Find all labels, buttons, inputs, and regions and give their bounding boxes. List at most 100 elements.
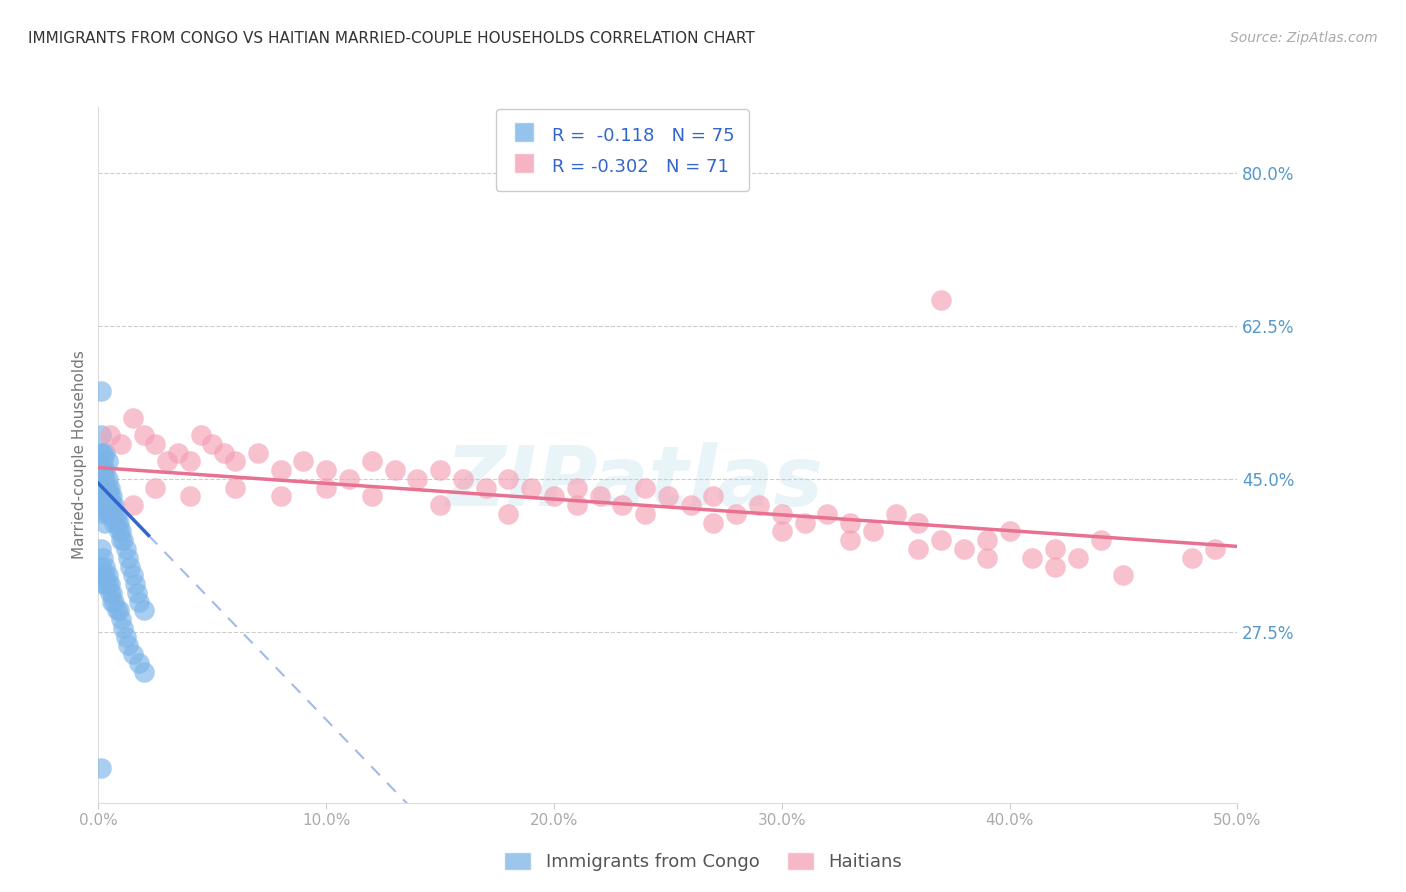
Point — [108, 603, 131, 617]
Point — [190, 428, 212, 442]
Point — [90, 559, 112, 574]
Point — [815, 507, 838, 521]
Point — [1112, 568, 1135, 582]
Point — [976, 533, 998, 548]
Point — [101, 594, 124, 608]
Point — [121, 410, 143, 425]
Point — [201, 437, 224, 451]
Point — [145, 437, 167, 451]
Legend: Immigrants from Congo, Haitians: Immigrants from Congo, Haitians — [496, 845, 910, 879]
Point — [929, 533, 952, 548]
Point — [101, 498, 124, 512]
Point — [112, 621, 135, 635]
Point — [94, 498, 117, 512]
Point — [121, 568, 143, 582]
Point — [702, 490, 724, 504]
Point — [121, 498, 143, 512]
Point — [360, 454, 382, 468]
Point — [270, 490, 292, 504]
Point — [167, 446, 190, 460]
Point — [224, 454, 246, 468]
Point — [94, 481, 117, 495]
Point — [998, 524, 1021, 539]
Point — [96, 481, 118, 495]
Point — [1043, 559, 1066, 574]
Point — [103, 507, 125, 521]
Text: IMMIGRANTS FROM CONGO VS HAITIAN MARRIED-COUPLE HOUSEHOLDS CORRELATION CHART: IMMIGRANTS FROM CONGO VS HAITIAN MARRIED… — [28, 31, 755, 46]
Point — [90, 463, 112, 477]
Point — [94, 568, 117, 582]
Point — [124, 577, 146, 591]
Point — [91, 490, 114, 504]
Point — [90, 384, 112, 399]
Point — [94, 577, 117, 591]
Point — [384, 463, 406, 477]
Point — [1043, 541, 1066, 556]
Point — [634, 481, 657, 495]
Point — [862, 524, 884, 539]
Point — [101, 586, 124, 600]
Point — [132, 665, 155, 679]
Point — [91, 568, 114, 582]
Point — [451, 472, 474, 486]
Point — [90, 428, 112, 442]
Point — [406, 472, 429, 486]
Point — [110, 437, 132, 451]
Point — [770, 524, 793, 539]
Point — [96, 472, 118, 486]
Point — [839, 533, 862, 548]
Point — [91, 550, 114, 565]
Text: ZIPatlas: ZIPatlas — [444, 442, 823, 524]
Point — [91, 481, 114, 495]
Text: Source: ZipAtlas.com: Source: ZipAtlas.com — [1230, 31, 1378, 45]
Point — [94, 507, 117, 521]
Point — [98, 481, 121, 495]
Point — [96, 577, 118, 591]
Point — [839, 516, 862, 530]
Point — [1021, 550, 1043, 565]
Point — [132, 603, 155, 617]
Point — [98, 490, 121, 504]
Point — [474, 481, 496, 495]
Point — [132, 428, 155, 442]
Point — [1090, 533, 1112, 548]
Point — [114, 541, 136, 556]
Point — [145, 481, 167, 495]
Point — [337, 472, 360, 486]
Point — [565, 481, 588, 495]
Point — [91, 472, 114, 486]
Point — [94, 516, 117, 530]
Point — [101, 490, 124, 504]
Point — [96, 498, 118, 512]
Point — [110, 612, 132, 626]
Point — [101, 507, 124, 521]
Point — [748, 498, 770, 512]
Point — [1204, 541, 1226, 556]
Point — [105, 516, 128, 530]
Point — [588, 490, 610, 504]
Point — [1067, 550, 1090, 565]
Point — [907, 516, 929, 530]
Point — [429, 498, 451, 512]
Point — [179, 490, 201, 504]
Point — [360, 490, 382, 504]
Point — [679, 498, 702, 512]
Point — [315, 463, 337, 477]
Point — [90, 541, 112, 556]
Point — [953, 541, 976, 556]
Point — [212, 446, 235, 460]
Point — [128, 656, 150, 670]
Point — [91, 454, 114, 468]
Point — [292, 454, 315, 468]
Point — [103, 498, 125, 512]
Point — [156, 454, 179, 468]
Point — [634, 507, 657, 521]
Point — [117, 638, 139, 652]
Point — [120, 559, 142, 574]
Point — [907, 541, 929, 556]
Point — [94, 463, 117, 477]
Point — [315, 481, 337, 495]
Point — [105, 507, 128, 521]
Point — [793, 516, 815, 530]
Point — [498, 507, 520, 521]
